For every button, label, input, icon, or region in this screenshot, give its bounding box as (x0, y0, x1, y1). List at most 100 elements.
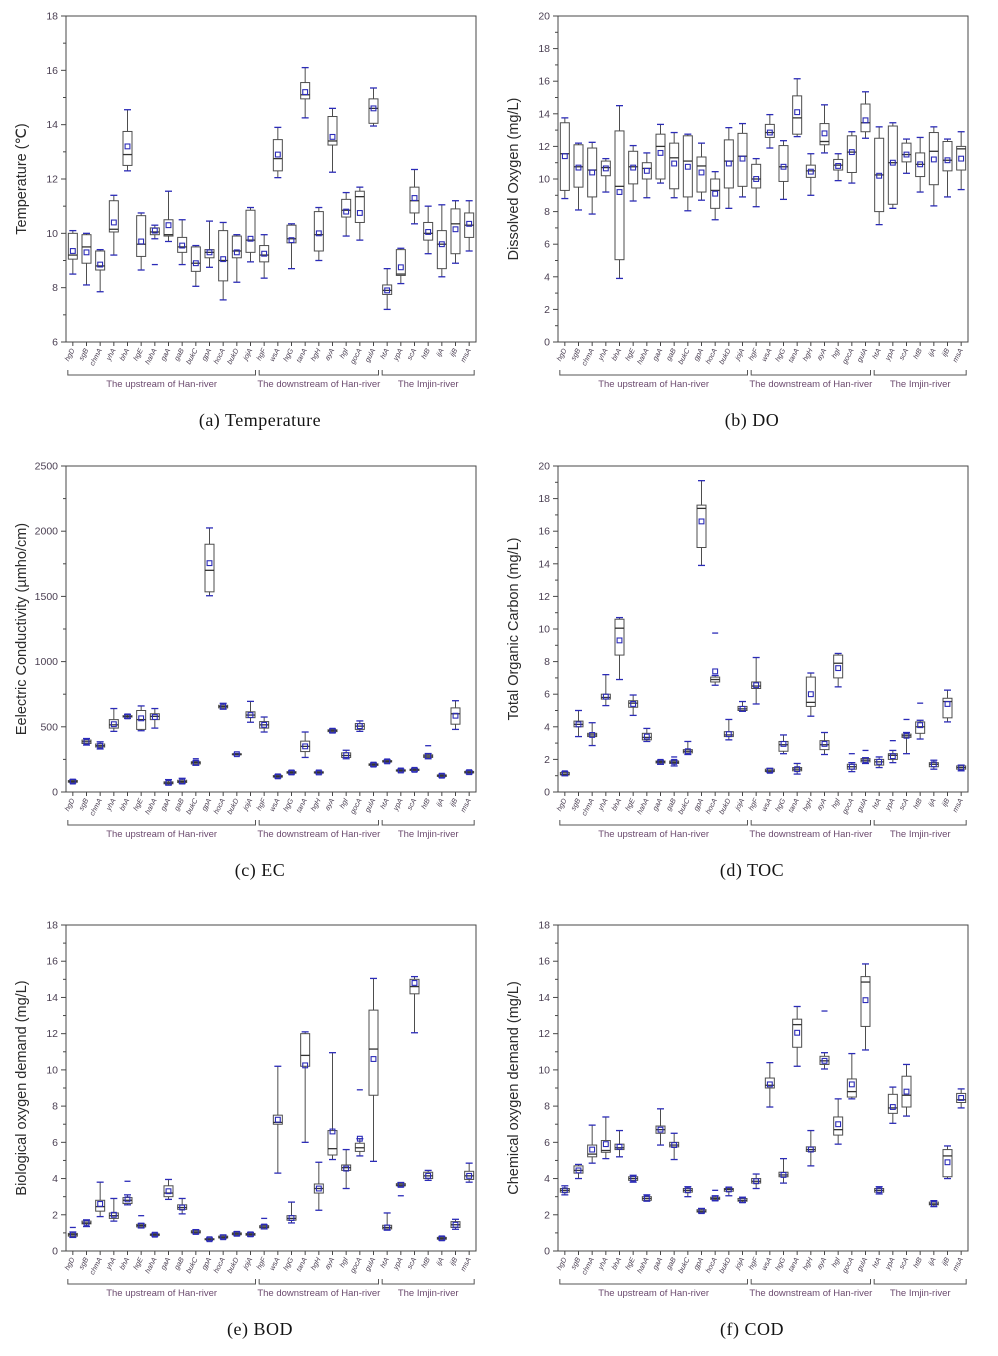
x-category-label: ijB (448, 1256, 460, 1267)
mean-marker (753, 682, 760, 689)
mean-marker (848, 149, 855, 156)
x-category-label: jojA (240, 797, 254, 813)
y-tick-label: 16 (538, 956, 550, 968)
x-category-label: jojA (240, 347, 254, 363)
group-bracket (258, 370, 379, 376)
x-category-label: gaA (158, 797, 172, 813)
mean-marker (138, 715, 145, 722)
box-iqr (628, 150, 639, 185)
box-iqr (928, 132, 939, 186)
panel-d-toc: 0 2 4 6 8 10 12 14 16 18 20 Total Organic Carbon (m… (506, 452, 998, 881)
x-category-label: bukD (225, 347, 241, 366)
box-iqr (764, 1077, 775, 1089)
x-category-label: bhA (117, 347, 131, 363)
mean-marker (452, 712, 459, 719)
plot-frame (557, 15, 969, 343)
mean-marker (766, 1081, 773, 1088)
box-iqr (395, 249, 406, 276)
box-iqr (587, 1144, 598, 1158)
mean-marker (397, 1181, 404, 1188)
box-iqr (95, 1199, 106, 1212)
y-tick-label: 500 (40, 721, 58, 733)
x-category-label: hgI (829, 797, 842, 810)
mean-marker (944, 1159, 951, 1166)
figure-ec: 0 500 1000 1500 2000 2500 Eelectric Conductivi… (14, 452, 506, 881)
mean-marker (247, 235, 254, 242)
x-category-label: hgH (308, 796, 323, 813)
group-bracket (559, 820, 748, 826)
box-iqr (368, 1009, 379, 1096)
box-iqr (190, 246, 201, 272)
mean-marker (821, 740, 828, 747)
y-tick-label: 18 (538, 493, 550, 505)
x-category-label: hgI (337, 347, 350, 360)
mean-marker (589, 1146, 596, 1153)
mean-marker (848, 1081, 855, 1088)
group-label: The Imjin-river (890, 829, 951, 840)
x-category-label: ypA (390, 797, 404, 813)
box-iqr (67, 232, 78, 260)
y-tick-label: 2000 (35, 526, 59, 538)
x-category-label: gulA (363, 347, 378, 364)
mean-marker (684, 748, 691, 755)
mean-marker (220, 1234, 227, 1241)
box-iqr (204, 249, 215, 259)
mean-marker (930, 1200, 937, 1207)
box-iqr (833, 1116, 844, 1136)
x-category-label: hgD (62, 347, 76, 363)
y-tick-label: 16 (538, 76, 550, 88)
mean-marker (616, 637, 623, 644)
x-category-label: yhA (595, 797, 609, 813)
mean-marker (247, 1231, 254, 1238)
x-category-label: wsA (759, 347, 773, 363)
box-iqr (628, 700, 639, 708)
x-category-label: wsA (759, 797, 773, 813)
box-iqr (327, 116, 338, 146)
mean-marker (561, 770, 568, 777)
figure-bod: 0 2 4 6 8 10 12 14 16 18 Biological oxygen demand … (14, 911, 506, 1340)
x-category-label: htB (419, 797, 432, 811)
group-label: The upstream of Han-river (598, 379, 709, 390)
mean-marker (835, 665, 842, 672)
mean-marker (575, 164, 582, 171)
mean-marker (725, 160, 732, 167)
mean-marker (397, 767, 404, 774)
mean-marker (206, 1236, 213, 1243)
mean-marker (261, 721, 268, 728)
x-category-label: bukC (676, 346, 692, 366)
mean-marker (343, 208, 350, 215)
group-bracket (750, 370, 871, 376)
mean-marker (794, 1029, 801, 1036)
mean-marker (97, 1200, 104, 1207)
x-category-label: ypA (882, 1256, 896, 1272)
x-category-label: hgF (746, 1255, 760, 1271)
box-iqr (286, 224, 297, 244)
y-tick-label: 8 (544, 1101, 550, 1113)
mean-marker (288, 769, 295, 776)
x-category-label: tanA (294, 1256, 309, 1273)
mean-marker (179, 242, 186, 249)
mean-marker (794, 109, 801, 116)
panel-caption-b: (b) DO (724, 410, 780, 430)
mean-marker (739, 155, 746, 162)
mean-marker (192, 260, 199, 267)
panel-caption-c: (c) EC (234, 860, 286, 880)
mean-marker (903, 151, 910, 158)
x-category-label: ayA (815, 347, 829, 362)
x-category-label: gocA (840, 347, 856, 366)
box-iqr (764, 123, 775, 138)
mean-marker (411, 766, 418, 773)
x-category-label: hgH (308, 1255, 323, 1272)
x-category-label: hgH (308, 346, 323, 363)
box-iqr (614, 618, 625, 656)
group-label: The downstream of Han-river (257, 1288, 380, 1299)
box-iqr (95, 250, 106, 271)
mean-marker (411, 195, 418, 201)
group-label: The downstream of Han-river (749, 379, 872, 390)
x-category-label: hahA (143, 1256, 159, 1275)
x-category-label: msA (950, 1256, 965, 1273)
x-category-label: wsA (759, 1256, 773, 1272)
group-label: The Imjin-river (890, 1288, 951, 1299)
box-iqr (382, 284, 393, 295)
x-category-label: gaA (158, 1256, 172, 1272)
